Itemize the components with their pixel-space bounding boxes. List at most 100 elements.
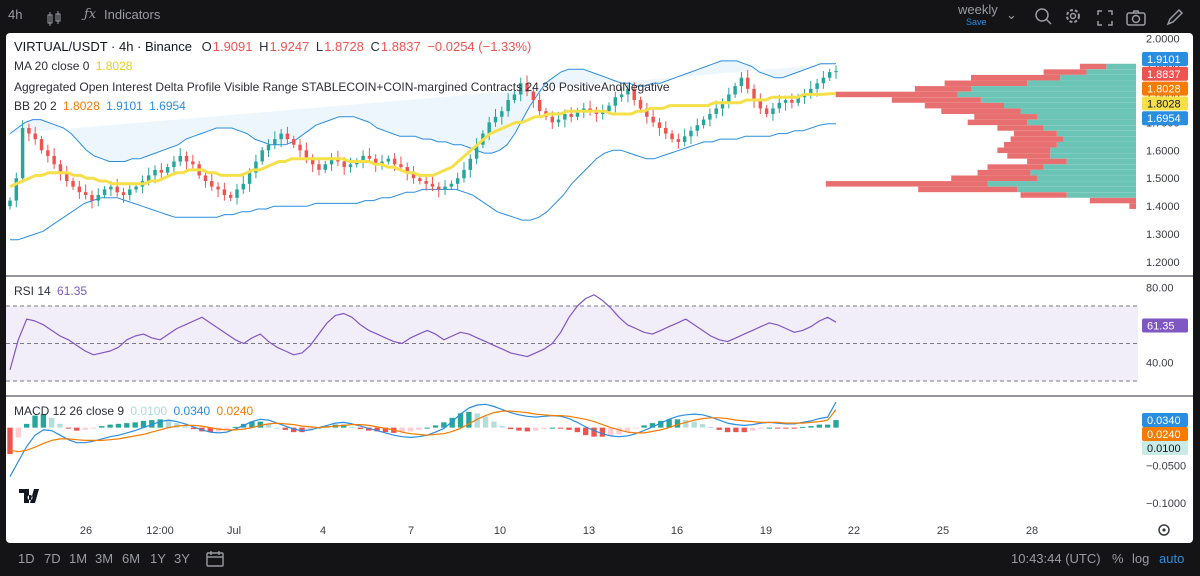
symbol-title[interactable]: VIRTUAL/USDT · 4h · Binance [14, 39, 192, 54]
oi-profile-negative-bar [1020, 192, 1067, 198]
indicators-button[interactable]: Indicators [104, 7, 161, 22]
oi-profile-negative-bar [924, 102, 1004, 109]
macd-histogram-bar [15, 427, 22, 438]
macd-histogram-bar [382, 427, 389, 433]
candle [834, 65, 838, 79]
rsi-axis-tick: 40.00 [1146, 357, 1174, 369]
ohlc-c-value: 1.8837 [380, 39, 421, 54]
macd-badge: 0.0340 [1142, 413, 1188, 427]
chart-sheet[interactable]: 2.00001.90001.80001.70001.60001.50001.40… [6, 33, 1193, 543]
macd-histogram-bar [683, 420, 689, 428]
candle [235, 183, 239, 205]
macd-histogram-bar [90, 427, 97, 429]
ma-label: MA 20 close 0 [14, 59, 90, 73]
rsi-legend[interactable]: RSI 14 61.35 [14, 284, 90, 298]
price-pane: 2.00001.90001.80001.70001.60001.50001.40… [8, 34, 1188, 269]
drawing-pencil-icon[interactable] [1166, 7, 1184, 26]
chevron-down-icon[interactable]: ⌄ [1006, 7, 1017, 22]
oi-legend[interactable]: Aggregated Open Interest Delta Profile V… [14, 80, 673, 94]
macd-histogram-bar [357, 427, 364, 430]
oi-profile-positive-bar [1063, 136, 1136, 142]
macd-histogram-bar [624, 427, 631, 432]
candle [184, 151, 189, 170]
bb-upper-value: 1.9101 [106, 99, 143, 113]
ma-legend[interactable]: MA 20 close 0 1.8028 [14, 59, 135, 73]
settings-gear-icon[interactable] [1064, 6, 1082, 26]
layout-save-status: Save [966, 17, 987, 27]
percent-scale-toggle[interactable]: % [1112, 551, 1124, 566]
oi-profile-positive-bar [1017, 186, 1136, 193]
time-axis-tick: 13 [583, 525, 595, 537]
macd-histogram-bar [724, 427, 731, 433]
macd-histogram-bar [741, 427, 747, 433]
range-6m-button[interactable]: 6M [122, 551, 141, 566]
oi-profile-positive-bar [1056, 141, 1136, 148]
time-axis-tick: 25 [937, 525, 949, 537]
macd-histogram-bar [341, 424, 347, 428]
macd-legend[interactable]: MACD 12 26 close 9 0.0100 0.0340 0.0240 [14, 404, 256, 418]
macd-histogram-bar [733, 427, 739, 433]
rsi-label: RSI 14 [14, 284, 51, 298]
candle-type-icon[interactable] [46, 8, 62, 26]
chart-canvas[interactable]: 2.00001.90001.80001.70001.60001.50001.40… [6, 33, 1193, 543]
svg-text:1.8028: 1.8028 [1147, 84, 1181, 96]
oi-profile-positive-bar [1027, 80, 1136, 87]
range-7d-button[interactable]: 7D [44, 551, 61, 566]
fullscreen-icon[interactable] [1097, 7, 1113, 26]
time-axis-tick: 16 [671, 525, 683, 537]
range-3m-button[interactable]: 3M [95, 551, 114, 566]
macd-histogram-bar [541, 427, 547, 430]
candle [802, 88, 807, 104]
macd-histogram-bar [699, 423, 706, 428]
range-3y-button[interactable]: 3Y [174, 551, 190, 566]
macd-histogram-bar [190, 427, 197, 430]
time-axis: 26 12:00 Jul 4 7 10 13 16 19 22 25 28 [80, 524, 1170, 537]
oi-profile-negative-bar [1004, 141, 1057, 148]
macd-histogram-bar [290, 427, 297, 433]
macd-histogram-bar [583, 427, 589, 436]
candle [310, 154, 315, 173]
time-axis-tick: Jul [227, 525, 241, 537]
macd-histogram-bar [307, 427, 314, 431]
quick-search-icon[interactable] [1034, 6, 1052, 26]
candle [443, 179, 447, 195]
layout-name[interactable]: weekly [958, 2, 998, 17]
oi-profile-negative-bar [941, 108, 1021, 114]
candle [8, 197, 12, 210]
candle [178, 148, 182, 166]
macd-histogram-bar [466, 411, 472, 428]
timeframe-button[interactable]: 4h [8, 7, 23, 22]
range-1m-button[interactable]: 1M [69, 551, 88, 566]
oi-profile-negative-bar [914, 86, 971, 92]
macd-histogram-bar [24, 423, 30, 428]
macd-badge: 0.0240 [1142, 427, 1188, 441]
candle [172, 155, 176, 174]
camera-icon[interactable] [1126, 7, 1146, 26]
top-toolbar: 4h ƒx Indicators weekly Save ⌄ [0, 0, 1200, 32]
date-range-calendar-icon[interactable] [206, 551, 224, 571]
time-axis-tick: 12:00 [146, 525, 174, 537]
candle [52, 148, 56, 169]
macd-histogram-bar [491, 421, 497, 428]
candle [191, 154, 195, 170]
range-1y-button[interactable]: 1Y [150, 551, 166, 566]
candle [670, 130, 674, 143]
price-axis-tick: 1.5000 [1146, 173, 1180, 185]
range-1d-button[interactable]: 1D [18, 551, 35, 566]
auto-scale-toggle[interactable]: auto [1159, 551, 1185, 566]
candle [115, 178, 119, 197]
clock-utc[interactable]: 10:43:44 (UTC) [1011, 551, 1101, 566]
ohlc-c-label: C [370, 39, 380, 54]
ohlc-h-label: H [259, 39, 269, 54]
macd-histogram-bar [758, 427, 764, 429]
bb-legend[interactable]: BB 20 2 1.8028 1.9101 1.6954 [14, 99, 189, 113]
macd-histogram-bar [708, 426, 714, 428]
macd-histogram-bar [349, 426, 355, 428]
macd-histogram-bar [249, 421, 255, 428]
macd-histogram-bar [165, 420, 172, 428]
oi-profile-positive-bar [1056, 130, 1136, 137]
log-scale-toggle[interactable]: log [1132, 551, 1150, 566]
oi-profile-positive-bar [1060, 74, 1136, 81]
candle [430, 176, 435, 192]
function-icon[interactable]: ƒx [84, 7, 97, 22]
